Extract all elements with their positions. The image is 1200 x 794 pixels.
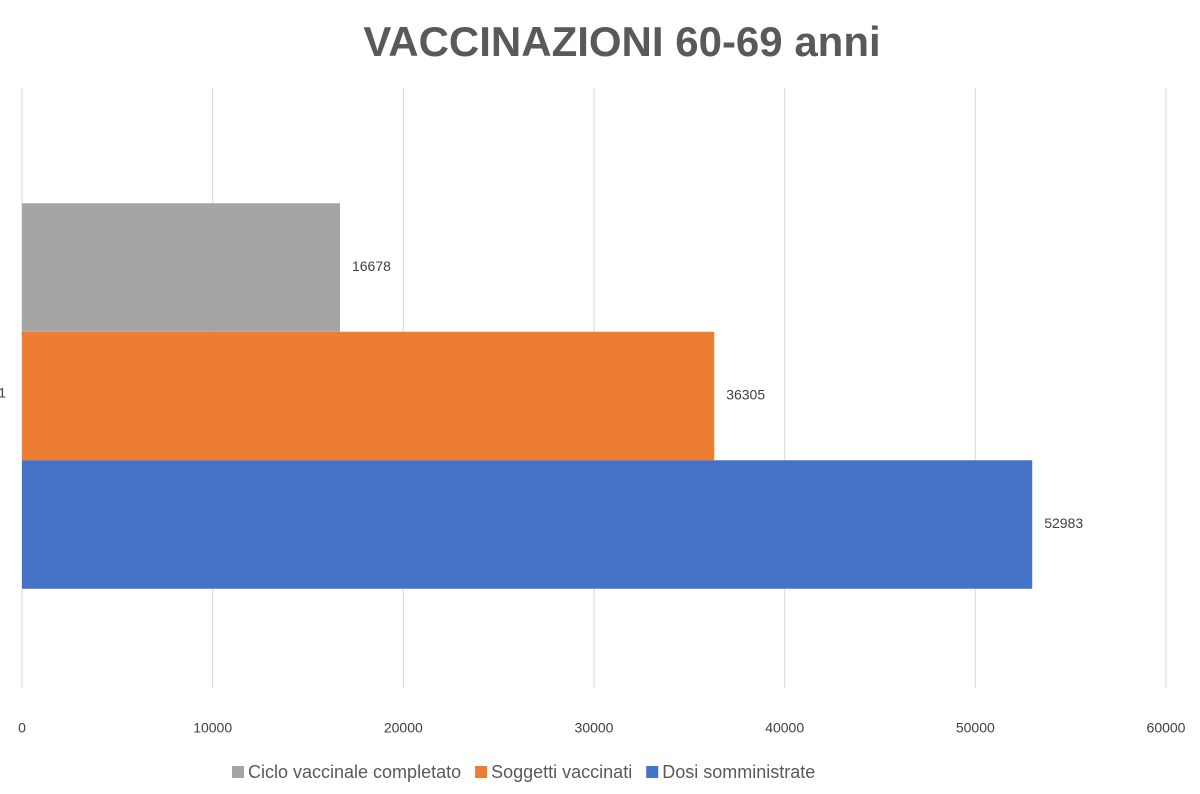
bar [22,331,715,461]
x-tick-label: 20000 [384,720,423,736]
x-tick-label: 0 [18,720,26,736]
legend-label: Ciclo vaccinale completato [248,762,461,782]
x-tick-label: 60000 [1147,720,1186,736]
legend-swatch [646,766,659,778]
data-label: 16678 [352,258,391,274]
legend-label: Dosi somministrate [662,762,815,782]
data-label: 52983 [1044,515,1083,531]
bar [22,460,1033,589]
chart-title: VACCINAZIONI 60-69 anni [363,18,880,65]
y-tick-label: 1 [0,385,6,401]
data-label: 36305 [726,387,765,403]
x-tick-label: 40000 [765,720,804,736]
legend-swatch [475,766,488,778]
legend-swatch [232,766,244,778]
legend-label: Soggetti vaccinati [491,762,632,782]
x-tick-label: 30000 [575,720,614,736]
bar [22,203,340,332]
x-tick-label: 50000 [956,720,995,736]
x-tick-label: 10000 [193,720,232,736]
